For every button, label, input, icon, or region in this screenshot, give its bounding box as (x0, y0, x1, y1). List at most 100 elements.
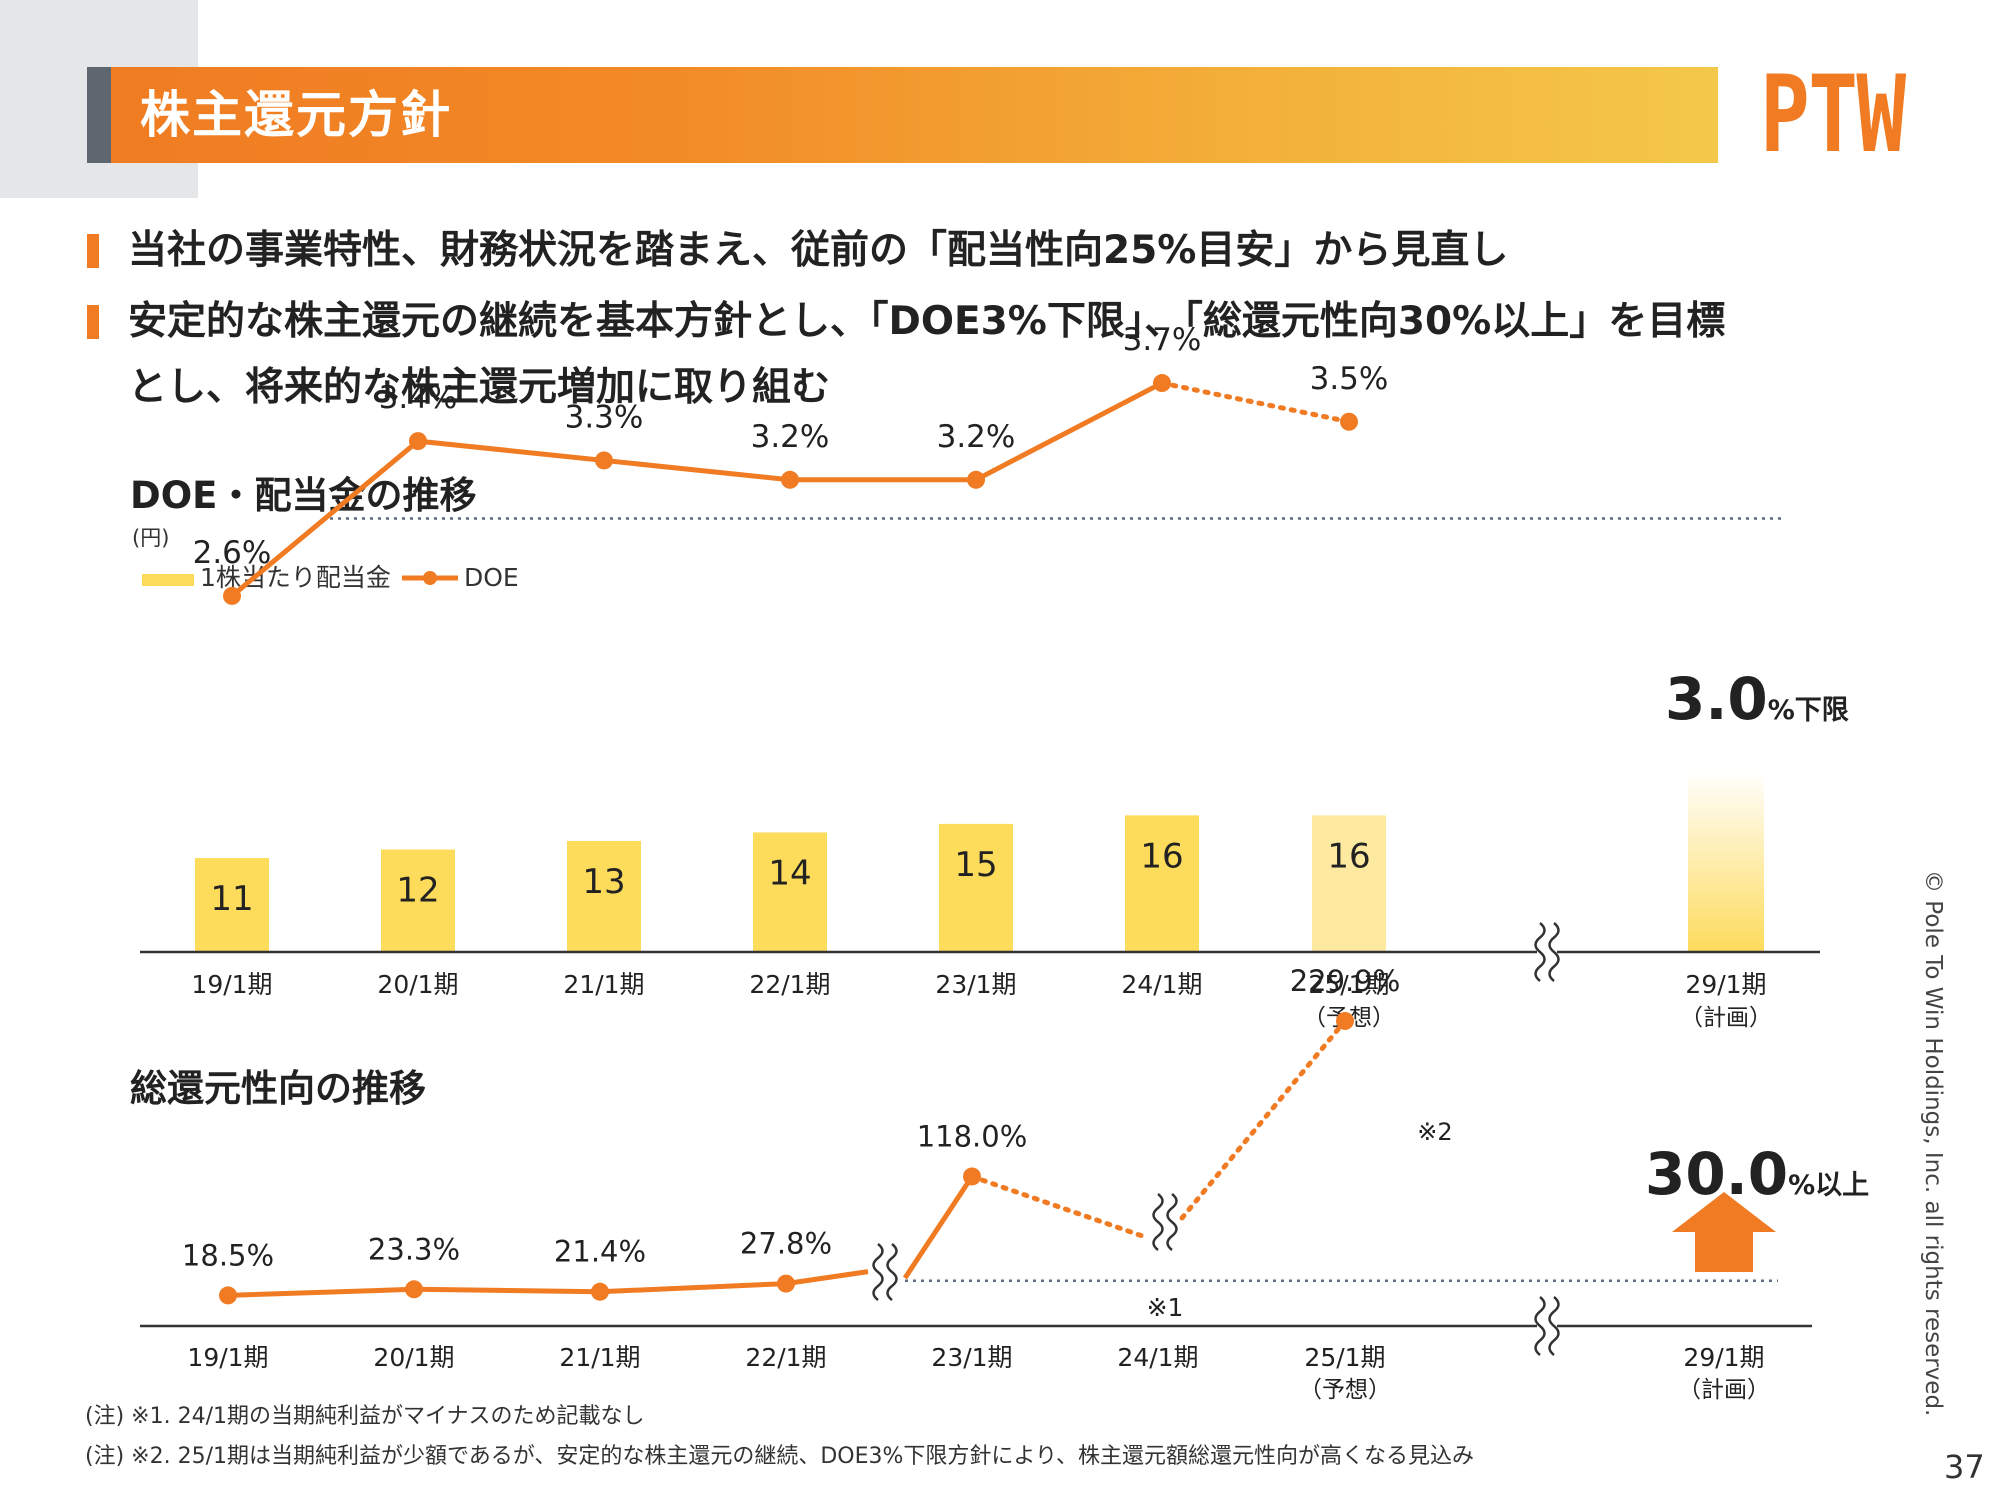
axis-break-stroke (872, 1243, 884, 1301)
doe-chart-title: DOE・配当金の推移 (130, 474, 477, 517)
payout-target-label: 30.0%以上 (1645, 1140, 1869, 1208)
payout-point-label: 229.9% (1290, 964, 1401, 998)
payout-point (219, 1286, 237, 1305)
payout-point-label: 23.3% (368, 1232, 460, 1266)
bullet-marker (87, 234, 99, 268)
x-tick-note: （計画） (1680, 1005, 1772, 1031)
increase-arrow-icon (1672, 1192, 1776, 1272)
payout-point-label: 21.4% (554, 1235, 646, 1269)
dividend-bar-label: 13 (582, 862, 625, 902)
x-tick-label: 20/1期 (373, 1343, 454, 1372)
payout-point (963, 1167, 981, 1186)
axis-break-stroke (886, 1243, 898, 1301)
doe-point (781, 470, 799, 489)
doe-point (967, 470, 985, 489)
x-tick-label: 19/1期 (187, 1343, 268, 1372)
dividend-bar (567, 840, 641, 952)
dividend-bar-label: 16 (1327, 836, 1370, 876)
x-tick-label: 19/1期 (191, 970, 272, 999)
dividend-bar (753, 832, 827, 952)
x-tick-label: 23/1期 (931, 1343, 1012, 1372)
dividend-bar-label: 15 (954, 845, 997, 885)
payout-point-label: 18.5% (182, 1238, 274, 1272)
doe-point-label: 3.4% (379, 380, 458, 416)
axis-break-stroke (1548, 922, 1560, 982)
payout-forecast-line (969, 1173, 1151, 1241)
page-number: 37 (1944, 1448, 1985, 1486)
payout-point (405, 1280, 423, 1299)
payout-line (227, 1269, 869, 1298)
axis-break-stroke (1534, 922, 1546, 982)
x-tick-note: （予想） (1299, 1377, 1391, 1403)
unit-label: (円) (132, 526, 170, 550)
doe-point-label: 3.2% (937, 419, 1016, 455)
dividend-bar (1125, 815, 1199, 952)
doe-target-value: 3.0 (1665, 665, 1768, 733)
x-tick-label: 25/1期 (1308, 970, 1389, 999)
doe-point-label: 3.3% (565, 399, 644, 435)
page-title: 株主還元方針 (140, 86, 452, 144)
axis-break (1534, 922, 1560, 982)
high-note-marker: ※2 (1417, 1118, 1452, 1146)
x-tick-label: 24/1期 (1117, 1343, 1198, 1372)
payout-point-label: 27.8% (740, 1227, 832, 1261)
x-tick-label: 22/1期 (749, 970, 830, 999)
x-tick-label: 22/1期 (745, 1343, 826, 1372)
x-tick-label: 21/1期 (563, 970, 644, 999)
payout-point (1336, 1011, 1354, 1030)
bullet-text-1: 当社の事業特性、財務状況を踏まえ、従前の「配当性向25%目安」から見直し (128, 228, 1509, 273)
x-tick-label: 29/1期 (1683, 1343, 1764, 1372)
axis-break-stroke (1548, 1296, 1560, 1356)
doe-point-label: 3.2% (751, 419, 830, 455)
dividend-bar (195, 858, 269, 952)
axis-break-stroke (1166, 1193, 1178, 1251)
doe-line (230, 380, 1164, 598)
doe-point (1153, 374, 1171, 393)
axis-break (872, 1243, 898, 1301)
payout-line (902, 1175, 975, 1280)
payout-chart-title: 総還元性向の推移 (130, 1067, 426, 1110)
doe-point-label: 3.5% (1310, 361, 1389, 397)
axis-break-stroke (1152, 1193, 1164, 1251)
legend-doe-label: DOE (464, 563, 519, 592)
x-tick-label: 25/1期 (1304, 1343, 1385, 1372)
legend-bar-swatch (142, 574, 194, 586)
x-tick-note: （計画） (1678, 1377, 1770, 1403)
bullet-text-2-line-2: とし、将来的な株主還元増加に取り組む (128, 365, 831, 410)
dividend-bar (939, 823, 1013, 952)
dividend-bar (1312, 815, 1386, 952)
doe-target-suffix: %下限 (1767, 695, 1849, 726)
x-tick-label: 23/1期 (935, 970, 1016, 999)
dividend-bar-label: 12 (396, 871, 439, 911)
axis-break (1152, 1193, 1178, 1251)
plan-bar (1688, 770, 1764, 952)
x-tick-label: 21/1期 (559, 1343, 640, 1372)
dividend-bar-label: 14 (768, 853, 811, 893)
doe-forecast-line (1159, 380, 1352, 425)
payout-point (777, 1274, 795, 1293)
dividend-bar-label: 11 (210, 879, 253, 919)
doe-point (223, 586, 241, 605)
x-tick-label: 29/1期 (1685, 970, 1766, 999)
dividend-bar (381, 849, 455, 952)
payout-point-label: 118.0% (917, 1119, 1028, 1153)
bullet-text-2-line-1: 安定的な株主還元の継続を基本方針とし、「DOE3%下限」、「総還元性向30%以上… (128, 299, 1726, 344)
axis-break-stroke (1534, 1296, 1546, 1356)
dividend-bar-label: 16 (1140, 836, 1183, 876)
doe-point-label: 2.6% (193, 535, 272, 571)
doe-point (409, 432, 427, 451)
x-tick-label: 24/1期 (1121, 970, 1202, 999)
title-bar-accent (87, 67, 111, 163)
doe-target-label: 3.0%下限 (1665, 665, 1849, 733)
doe-point (595, 451, 613, 470)
footnote-1: (注) ※1. 24/1期の当期純利益がマイナスのため記載なし (85, 1404, 645, 1429)
doe-point-label: 3.7% (1123, 322, 1202, 358)
axis-break (1534, 1296, 1560, 1356)
copyright-notice: © Pole To Win Holdings, Inc. all rights … (1920, 870, 1946, 1417)
missing-note-marker: ※1 (1147, 1293, 1184, 1322)
doe-point (1340, 412, 1358, 431)
x-tick-label: 20/1期 (377, 970, 458, 999)
payout-forecast-line (1179, 1018, 1348, 1221)
footnote-2: (注) ※2. 25/1期は当期純利益が少額であるが、安定的な株主還元の継続、D… (85, 1444, 1475, 1469)
bullet-marker (87, 305, 99, 339)
